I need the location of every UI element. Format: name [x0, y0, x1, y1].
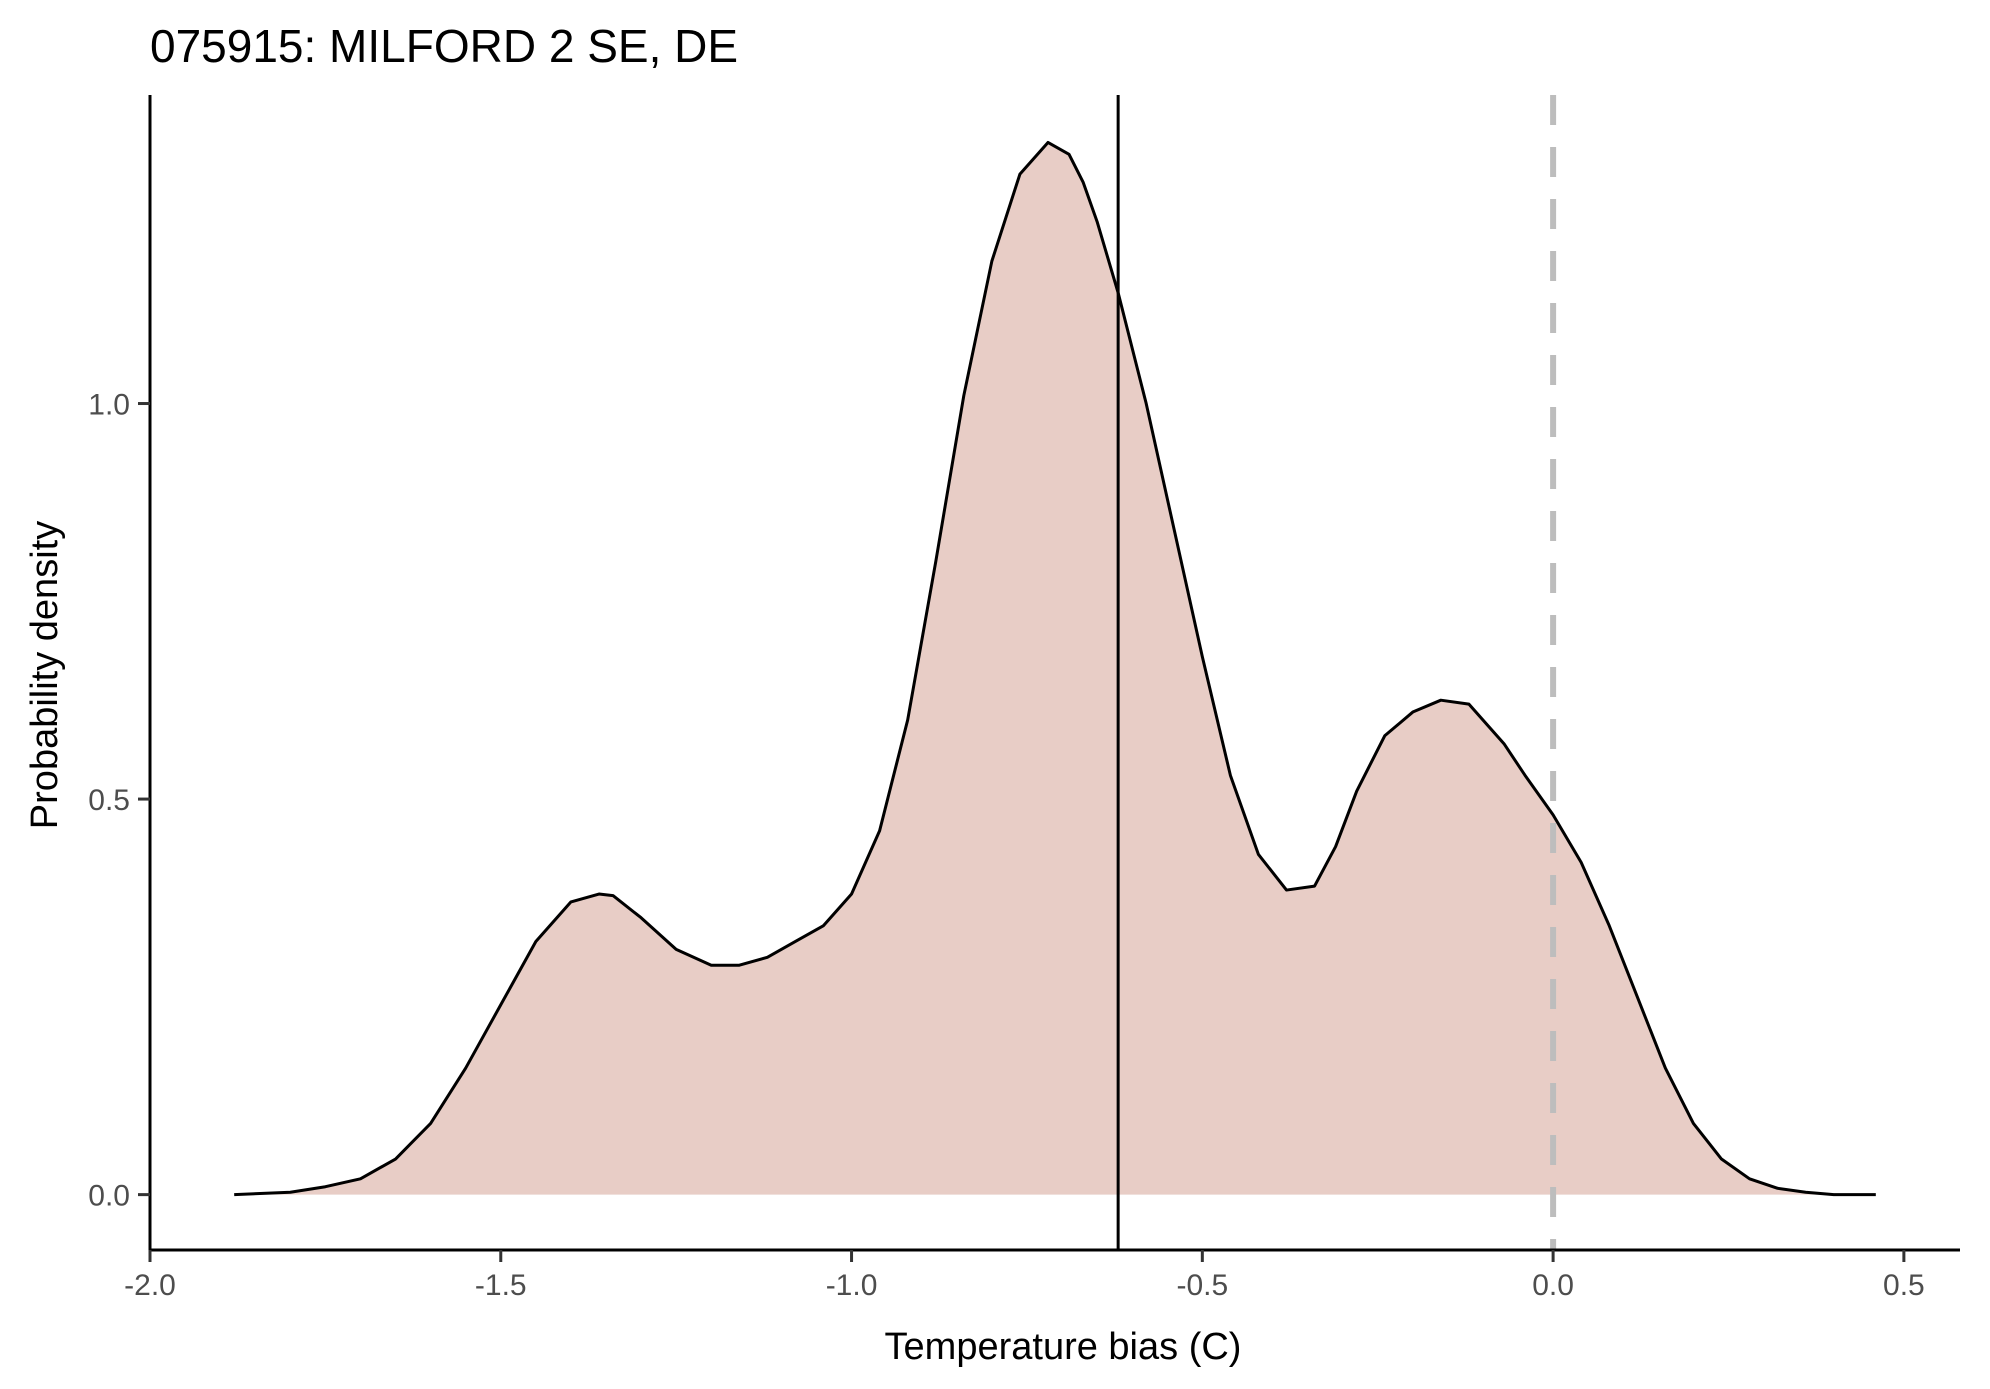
y-tick-label: 1.0	[88, 389, 130, 422]
chart-title: 075915: MILFORD 2 SE, DE	[150, 20, 738, 72]
x-tick-label: -1.5	[475, 1269, 527, 1302]
density-area	[234, 142, 1876, 1195]
y-tick-label: 0.0	[88, 1180, 130, 1213]
y-axis-title: Probability density	[24, 521, 66, 829]
x-axis-title: Temperature bias (C)	[885, 1326, 1242, 1368]
x-tick-label: -2.0	[124, 1269, 176, 1302]
x-tick-label: 0.5	[1883, 1269, 1925, 1302]
density-curve	[234, 140, 1876, 1197]
y-tick-label: 0.5	[88, 784, 130, 817]
x-tick-label: 0.0	[1532, 1269, 1574, 1302]
x-tick-label: -1.0	[826, 1269, 878, 1302]
x-tick-label: -0.5	[1176, 1269, 1228, 1302]
